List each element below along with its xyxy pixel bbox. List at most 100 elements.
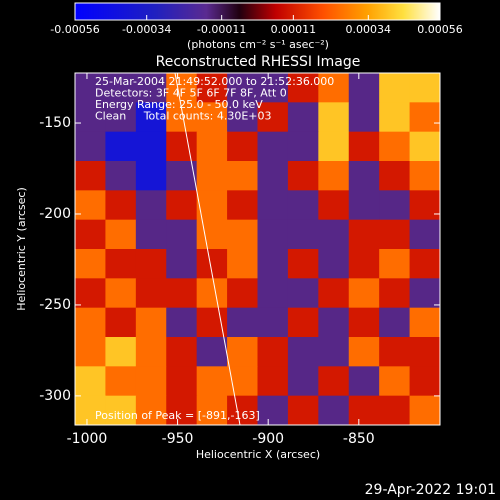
colorbar-tick-label: -0.00056: [50, 23, 99, 36]
heatmap-cell: [257, 73, 289, 103]
heatmap-cell: [287, 395, 319, 426]
heatmap-cell: [75, 366, 106, 397]
heatmap-cell: [257, 278, 289, 309]
x-tick-label: -950: [162, 431, 194, 447]
heatmap-cell: [287, 278, 319, 309]
heatmap-cell: [318, 73, 350, 103]
heatmap-cell: [135, 307, 167, 338]
chart-title: Reconstructed RHESSI Image: [156, 54, 361, 70]
heatmap-cell: [135, 249, 167, 279]
heatmap-cell: [318, 190, 350, 221]
heatmap-cell: [379, 161, 411, 191]
heatmap-cell: [379, 219, 411, 250]
heatmap-cell: [409, 337, 441, 367]
heatmap-cell: [409, 395, 441, 426]
heatmap-cell: [196, 161, 228, 191]
heatmap-cell: [196, 366, 228, 397]
heatmap-cell: [75, 102, 106, 133]
heatmap-cell: [105, 102, 137, 133]
y-tick-label: -200: [39, 206, 71, 222]
heatmap-cell: [135, 73, 167, 103]
y-axis-label: Heliocentric Y (arcsec): [15, 187, 28, 311]
heatmap-cell: [379, 337, 411, 367]
heatmap-cell: [287, 366, 319, 397]
y-tick-label: -150: [39, 115, 71, 131]
heatmap-cell: [409, 190, 441, 221]
heatmap-cell: [196, 337, 228, 367]
heatmap-cell: [257, 395, 289, 426]
heatmap-cell: [105, 131, 137, 162]
heatmap-cell: [135, 278, 167, 309]
x-tick-label: -850: [343, 431, 375, 447]
heatmap-cell: [287, 307, 319, 338]
heatmap-cell: [348, 131, 380, 162]
heatmap-cell: [257, 366, 289, 397]
heatmap-cell: [166, 190, 198, 221]
heatmap-cell: [409, 278, 441, 309]
heatmap-cell: [409, 249, 441, 279]
heatmap-cell: [196, 395, 228, 426]
heatmap-cell: [318, 278, 350, 309]
heatmap-cell: [105, 249, 137, 279]
heatmap-cell: [257, 190, 289, 221]
heatmap-cell: [348, 278, 380, 309]
heatmap-cell: [166, 395, 198, 426]
heatmap-cell: [379, 190, 411, 221]
heatmap-cell: [409, 161, 441, 191]
heatmap-cell: [318, 161, 350, 191]
heatmap-cell: [166, 131, 198, 162]
heatmap-cell: [105, 190, 137, 221]
heatmap-cell: [348, 366, 380, 397]
heatmap-cell: [318, 219, 350, 250]
peak-label: Position of Peak = [-891,-163]: [95, 409, 260, 422]
heatmap-cell: [75, 73, 106, 103]
heatmap-cell: [257, 131, 289, 162]
heatmap-cell: [105, 337, 137, 367]
heatmap-cell: [287, 161, 319, 191]
heatmap-cell: [75, 190, 106, 221]
annotation: Energy Range: 25.0 - 50.0 keV: [95, 98, 263, 111]
heatmap-cell: [379, 278, 411, 309]
heatmap-cell: [105, 161, 137, 191]
heatmap-cell: [318, 366, 350, 397]
y-tick-label: -300: [39, 388, 71, 404]
heatmap-cell: [409, 73, 441, 103]
heatmap-cell: [227, 395, 258, 426]
footer-date: 29-Apr-2022 19:01: [365, 482, 496, 498]
heatmap-cell: [409, 366, 441, 397]
heatmap-cell: [257, 249, 289, 279]
heatmap-cell: [227, 190, 258, 221]
colorbar-tick-label: 0.00011: [271, 23, 317, 36]
heatmap-cell: [166, 366, 198, 397]
heatmap-cell: [105, 73, 137, 103]
heatmap-cell: [196, 219, 228, 250]
heatmap-cell: [287, 190, 319, 221]
heatmap-cell: [379, 307, 411, 338]
heatmap-cell: [166, 73, 198, 103]
heatmap-cell: [348, 190, 380, 221]
heatmap-cell: [318, 307, 350, 338]
heatmap-cell: [348, 73, 380, 103]
heatmap-cell: [318, 249, 350, 279]
heatmap-cell: [409, 131, 441, 162]
heatmap-cell: [379, 395, 411, 426]
heatmap-cell: [196, 131, 228, 162]
heatmap-cell: [105, 307, 137, 338]
heatmap-cell: [75, 249, 106, 279]
heatmap-cell: [409, 102, 441, 133]
heatmap-cell: [287, 73, 319, 103]
heatmap-cell: [75, 161, 106, 191]
heatmap-cell: [135, 161, 167, 191]
limb-line: [174, 72, 241, 426]
colorbar-tick-label: -0.00011: [197, 23, 246, 36]
heatmap-cell: [318, 337, 350, 367]
heatmap-cell: [257, 161, 289, 191]
colorbar-tick-label: 0.00034: [346, 23, 392, 36]
heatmap-cell: [348, 102, 380, 133]
heatmap-cell: [348, 161, 380, 191]
heatmap-cell: [257, 307, 289, 338]
annotation: Detectors: 3F 4F 5F 6F 7F 8F, Att 0: [95, 87, 287, 100]
x-tick-label: -1000: [67, 431, 108, 447]
heatmap-cell: [348, 219, 380, 250]
